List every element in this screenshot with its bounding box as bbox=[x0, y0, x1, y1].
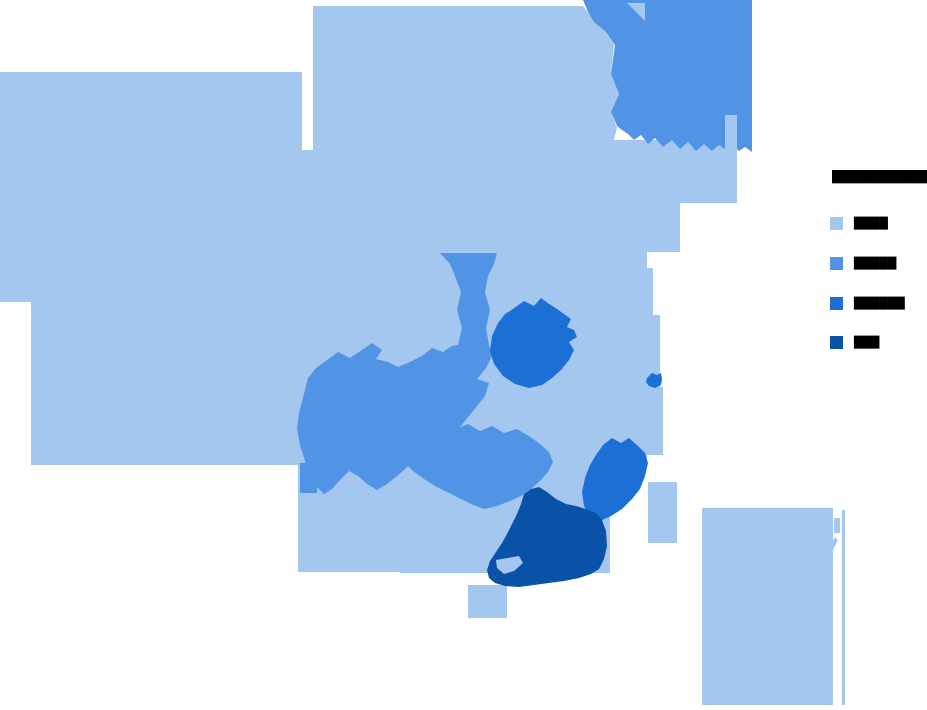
legend-title: ████████████ bbox=[832, 170, 927, 184]
inset-border-line bbox=[842, 510, 845, 705]
region-east-central-level3[interactable] bbox=[490, 298, 577, 388]
region-central-level2[interactable] bbox=[297, 253, 553, 509]
island-dot-level3[interactable] bbox=[646, 373, 662, 388]
notch-south-lowest bbox=[496, 556, 523, 574]
legend-swatch-level4 bbox=[830, 336, 843, 349]
legend-item-level3[interactable]: ██████ bbox=[830, 297, 905, 310]
region-northeast-level2[interactable] bbox=[583, 0, 752, 152]
inset-box[interactable] bbox=[702, 508, 833, 705]
legend-item-level2[interactable]: █████ bbox=[830, 257, 896, 270]
region-southeast-level3[interactable] bbox=[582, 438, 648, 521]
legend-swatch-level3 bbox=[830, 297, 843, 310]
region-detached-south-lowest[interactable] bbox=[468, 585, 507, 618]
legend-item-level1[interactable]: ████ bbox=[830, 217, 888, 230]
notch-northeast-triangle bbox=[627, 3, 645, 21]
legend-label-level4: ███ bbox=[854, 335, 880, 349]
region-mainland-lowest[interactable] bbox=[0, 6, 737, 573]
legend-label-level2: █████ bbox=[854, 256, 897, 270]
legend-swatch-level1 bbox=[830, 217, 843, 230]
legend-item-level4[interactable]: ███ bbox=[830, 336, 879, 349]
inset-islands-icon bbox=[829, 518, 840, 550]
legend-label-level3: ██████ bbox=[854, 296, 905, 310]
patch-northeast-lowest bbox=[725, 115, 737, 152]
legend: ████████████ ████ █████ ██████ ███ bbox=[830, 170, 927, 349]
region-coastal-strip-lowest[interactable] bbox=[648, 482, 677, 543]
legend-swatch-level2 bbox=[830, 257, 843, 270]
legend-label-level1: ████ bbox=[854, 216, 888, 230]
